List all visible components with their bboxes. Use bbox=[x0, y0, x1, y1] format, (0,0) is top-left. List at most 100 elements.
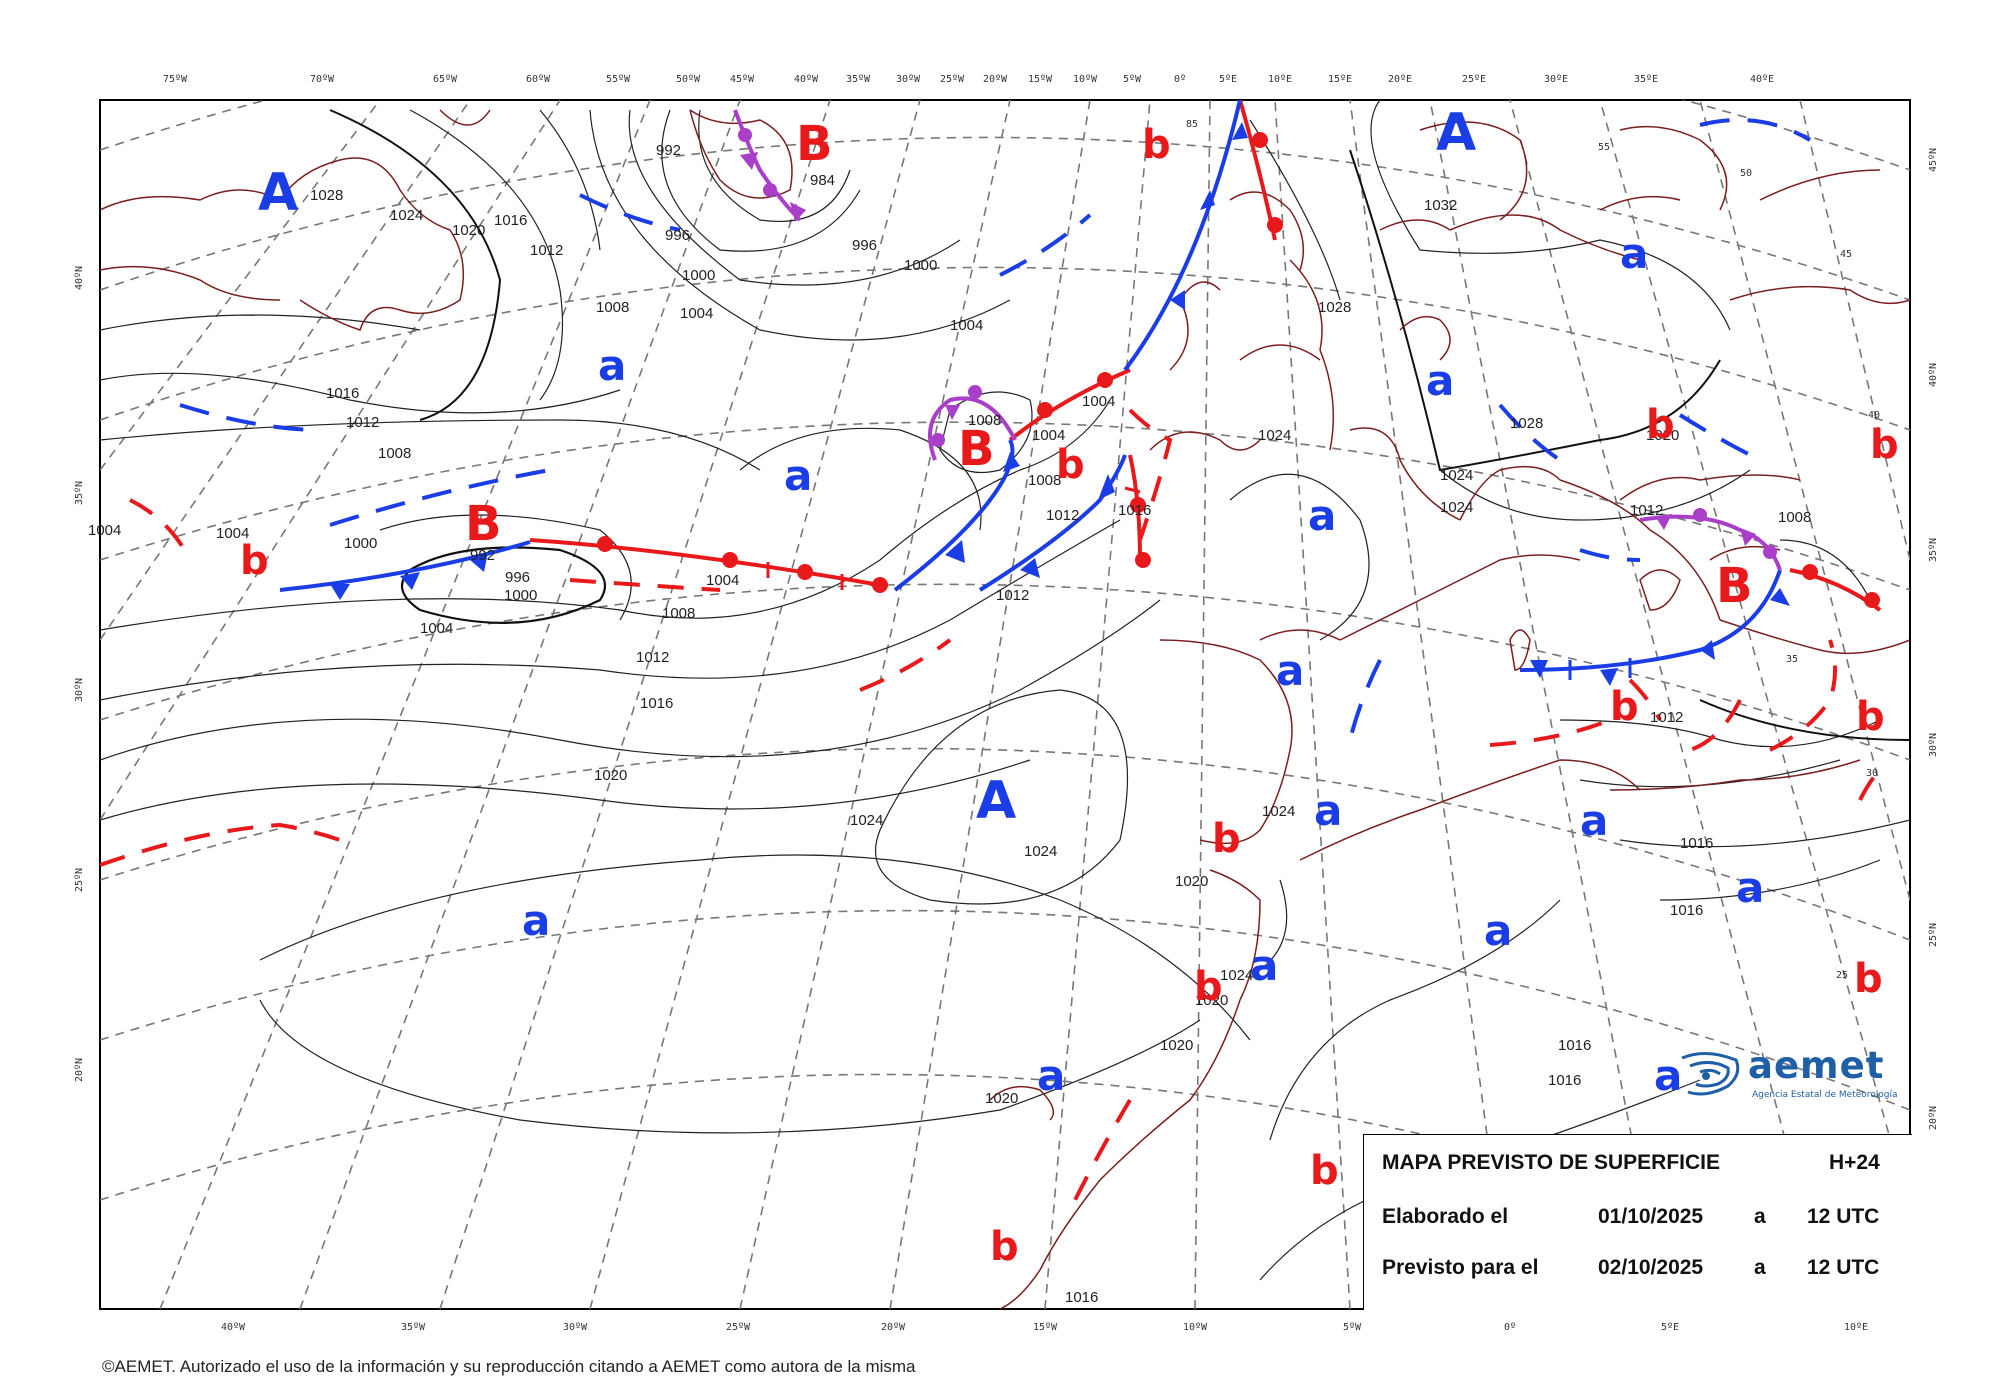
isobar-label-1008e: 1008 bbox=[1028, 472, 1061, 489]
right-latitude-label: 35ºN bbox=[1928, 538, 1939, 562]
minor-low-label: b bbox=[1646, 402, 1675, 448]
svg-text:45: 45 bbox=[1840, 249, 1852, 260]
isobar-label-1024c: 1024 bbox=[1440, 467, 1473, 484]
minor-low-label: b bbox=[1854, 956, 1883, 1002]
isobar-label-1000b: 1000 bbox=[904, 257, 937, 274]
elaborated-date: 01/10/2025 bbox=[1598, 1205, 1704, 1228]
isobar-label-1012c2: 1012 bbox=[636, 649, 669, 666]
svg-text:50: 50 bbox=[1740, 168, 1752, 179]
isobar-label-1016: 1016 bbox=[494, 212, 527, 229]
left-latitude-label: 20ºN bbox=[74, 1058, 85, 1082]
top-longitude-label: 60ºW bbox=[526, 74, 551, 85]
svg-text:25: 25 bbox=[1836, 970, 1848, 981]
left-latitude-labels: 40ºN 35ºN 30ºN 25ºN 20ºN bbox=[74, 266, 85, 1082]
top-longitude-label: 0º bbox=[1174, 74, 1186, 85]
svg-text:85: 85 bbox=[1186, 119, 1198, 130]
isobar-label-1024: 1024 bbox=[390, 207, 423, 224]
minor-low-label: b bbox=[1194, 964, 1223, 1010]
isobar-label-1008b: 1008 bbox=[1778, 509, 1811, 526]
isobar-label-984: 984 bbox=[810, 172, 835, 189]
top-longitude-label: 55ºW bbox=[606, 74, 631, 85]
top-longitude-label: 45ºW bbox=[730, 74, 755, 85]
troughs bbox=[100, 408, 1882, 1211]
isobar-label-1024b: 1024 bbox=[1258, 427, 1291, 444]
bottom-longitude-labels: 40ºW 35ºW 30ºW 25ºW 20ºW 15ºW 10ºW 5ºW 0º 5ºE 10ºE bbox=[221, 1322, 1868, 1333]
warm-front-symbols bbox=[597, 132, 1880, 608]
top-longitude-label: 5ºW bbox=[1123, 74, 1142, 85]
isobar-label-1004b: 1004 bbox=[950, 317, 983, 334]
top-longitude-label: 20ºW bbox=[983, 74, 1008, 85]
elaborated-at: a bbox=[1754, 1205, 1766, 1228]
bottom-longitude-label: 10ºE bbox=[1844, 1322, 1868, 1333]
isobar-label-996b: 996 bbox=[852, 237, 877, 254]
valid-time: 12 UTC bbox=[1807, 1256, 1880, 1279]
isobar-label-1012c: 1012 bbox=[1650, 709, 1683, 726]
isobar-label-1028c: 1028 bbox=[1510, 415, 1543, 432]
minor-high-label: a bbox=[1736, 863, 1764, 912]
isobar-label-1012: 1012 bbox=[530, 242, 563, 259]
isobar-label-1028b: 1028 bbox=[1318, 299, 1351, 316]
minor-high-label: a bbox=[1276, 646, 1304, 695]
isobar-label-1008d: 1008 bbox=[378, 445, 411, 462]
inner-degree-labels: 85 55 50 45 40 35 30 25 bbox=[1186, 119, 1880, 981]
isobar-label-1016b: 1016 bbox=[1680, 835, 1713, 852]
bottom-longitude-label: 0º bbox=[1504, 1322, 1516, 1333]
warm-front-iberian bbox=[1008, 368, 1131, 442]
top-longitude-label: 5ºE bbox=[1219, 74, 1237, 85]
top-longitude-label: 40ºE bbox=[1750, 74, 1774, 85]
isobar-label-1008: 1008 bbox=[596, 299, 629, 316]
map-frame bbox=[99, 99, 1911, 1310]
low-center-label: B bbox=[465, 496, 502, 552]
isobar-label-1020: 1020 bbox=[452, 222, 485, 239]
top-longitude-label: 30ºW bbox=[896, 74, 921, 85]
svg-text:40: 40 bbox=[1868, 410, 1880, 421]
bottom-longitude-label: 5ºW bbox=[1343, 1322, 1362, 1333]
top-longitude-label: 25ºE bbox=[1462, 74, 1486, 85]
right-latitude-label: 20ºN bbox=[1928, 1106, 1939, 1130]
isobar-label-996: 996 bbox=[665, 227, 690, 244]
minor-high-label: a bbox=[1250, 941, 1278, 990]
isobar-label-1012e: 1012 bbox=[1046, 507, 1079, 524]
pressure-centers: A A A B B B B a a a a a a a a a a a a a … bbox=[240, 103, 1899, 1270]
isobar-label-1020e: 1020 bbox=[1175, 873, 1208, 890]
top-longitude-label: 10ºW bbox=[1073, 74, 1098, 85]
minor-low-label: b bbox=[1870, 422, 1899, 468]
isobar-label-1024d: 1024 bbox=[1440, 499, 1473, 516]
isobar-value-labels: 1028 1024 1020 1016 1012 1008 1004 1000 … bbox=[88, 142, 1811, 1306]
left-latitude-label: 35ºN bbox=[74, 481, 85, 505]
isobar-label-1020c: 1020 bbox=[985, 1090, 1018, 1107]
copyright-notice: ©AEMET. Autorizado el uso de la informac… bbox=[102, 1357, 916, 1376]
top-longitude-label: 30ºE bbox=[1544, 74, 1568, 85]
isobar-label-1016d: 1016 bbox=[1558, 1037, 1591, 1054]
occluded-front-symbols bbox=[738, 128, 1777, 559]
info-step: H+24 bbox=[1829, 1151, 1880, 1174]
front-crossings-blue bbox=[1568, 658, 1632, 680]
isobar-label-1024g: 1024 bbox=[1024, 843, 1057, 860]
top-longitude-labels: 75ºW 70ºW 65ºW 60ºW 55ºW 50ºW 45ºW 40ºW 35ºW 30ºW… bbox=[163, 74, 1774, 85]
minor-low-label: b bbox=[1310, 1148, 1339, 1194]
bottom-longitude-label: 25ºW bbox=[726, 1322, 751, 1333]
aemet-logo bbox=[1681, 1052, 1740, 1096]
isobar-label-1012b: 1012 bbox=[1630, 502, 1663, 519]
isobars bbox=[100, 100, 1910, 1281]
isobar-label-1004d: 1004 bbox=[420, 620, 453, 637]
valid-at: a bbox=[1754, 1256, 1766, 1279]
top-longitude-label: 10ºE bbox=[1268, 74, 1292, 85]
right-latitude-label: 40ºN bbox=[1928, 363, 1939, 387]
isobar-label-1004f: 1004 bbox=[88, 522, 121, 539]
top-longitude-label: 35ºE bbox=[1634, 74, 1658, 85]
left-latitude-label: 25ºN bbox=[74, 868, 85, 892]
isobar-label-1012f: 1012 bbox=[996, 587, 1029, 604]
low-center-label: B bbox=[1716, 558, 1753, 614]
bottom-longitude-label: 5ºE bbox=[1661, 1322, 1679, 1333]
isobar-label-1024h: 1024 bbox=[850, 812, 883, 829]
isobar-label-1000c: 1000 bbox=[504, 587, 537, 604]
isobar-label-1004c: 1004 bbox=[706, 572, 739, 589]
top-longitude-label: 20ºE bbox=[1388, 74, 1412, 85]
logo-wordmark: aemet bbox=[1748, 1044, 1885, 1087]
isobar-label-1000d: 1000 bbox=[344, 535, 377, 552]
minor-low-label: b bbox=[1142, 122, 1171, 168]
left-latitude-label: 30ºN bbox=[74, 678, 85, 702]
isobar-label-1016e: 1016 bbox=[1548, 1072, 1581, 1089]
elaborated-time: 12 UTC bbox=[1807, 1205, 1880, 1228]
